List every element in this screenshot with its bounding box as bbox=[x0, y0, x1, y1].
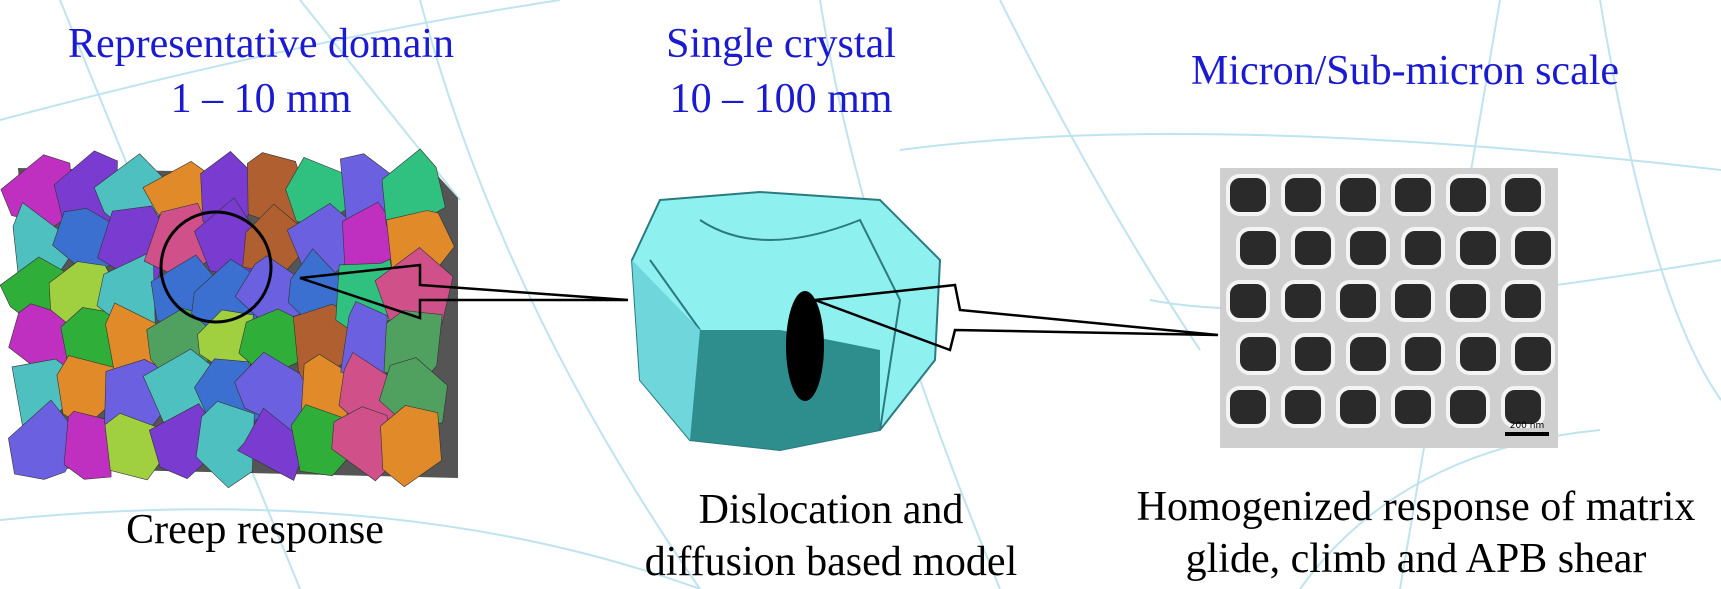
precipitate bbox=[1283, 176, 1323, 214]
caption: Dislocation and bbox=[699, 487, 964, 533]
precipitate bbox=[1238, 335, 1278, 373]
precipitate bbox=[1393, 388, 1433, 426]
grain bbox=[64, 411, 111, 479]
precipitate bbox=[1283, 282, 1323, 320]
precipitate bbox=[1503, 282, 1543, 320]
micrograph: 200 nm bbox=[1220, 168, 1558, 448]
precipitate bbox=[1338, 176, 1378, 214]
precipitate bbox=[1393, 176, 1433, 214]
precipitate bbox=[1348, 335, 1388, 373]
heading: 1 – 10 mm bbox=[171, 76, 352, 122]
precipitate bbox=[1228, 282, 1268, 320]
caption: Homogenized response of matrix bbox=[1137, 484, 1696, 530]
precipitate bbox=[1448, 176, 1488, 214]
precipitate bbox=[1448, 282, 1488, 320]
precipitate bbox=[1403, 335, 1443, 373]
precipitate bbox=[1503, 176, 1543, 214]
single-crystal bbox=[632, 192, 940, 450]
precipitate bbox=[1228, 388, 1268, 426]
heading: 10 – 100 mm bbox=[670, 76, 893, 122]
polycrystal-mesh bbox=[0, 149, 458, 488]
precipitate bbox=[1513, 229, 1553, 267]
precipitate bbox=[1458, 335, 1498, 373]
caption: diffusion based model bbox=[645, 539, 1018, 585]
precipitate bbox=[1338, 282, 1378, 320]
heading: Representative domain bbox=[68, 21, 454, 67]
caption: glide, climb and APB shear bbox=[1186, 536, 1647, 582]
precipitate bbox=[1393, 282, 1433, 320]
diagram: 200 nm Representative domain 1 – 10 mm S… bbox=[0, 0, 1721, 589]
precipitate bbox=[1238, 229, 1278, 267]
heading: Micron/Sub-micron scale bbox=[1191, 48, 1619, 94]
precipitate bbox=[1338, 388, 1378, 426]
precipitate bbox=[1403, 229, 1443, 267]
precipitate bbox=[1283, 388, 1323, 426]
precipitate bbox=[1293, 335, 1333, 373]
precipitate bbox=[1513, 335, 1553, 373]
precipitate bbox=[1458, 229, 1498, 267]
zoom-ellipse bbox=[786, 291, 824, 401]
precipitate bbox=[1348, 229, 1388, 267]
precipitate bbox=[1228, 176, 1268, 214]
heading: Single crystal bbox=[666, 21, 896, 67]
precipitate bbox=[1293, 229, 1333, 267]
caption: Creep response bbox=[126, 507, 384, 553]
scale-bar-label: 200 nm bbox=[1510, 421, 1545, 431]
precipitate bbox=[1448, 388, 1488, 426]
